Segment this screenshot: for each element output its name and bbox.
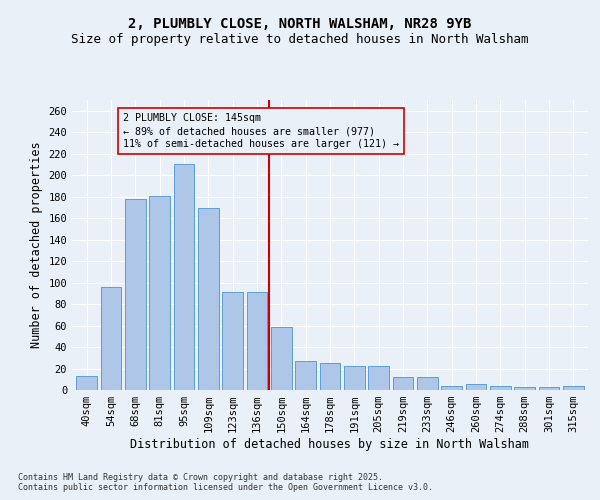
Bar — [344, 366, 365, 390]
Bar — [125, 199, 146, 390]
Bar — [417, 377, 438, 390]
Bar — [295, 361, 316, 390]
Text: Contains HM Land Registry data © Crown copyright and database right 2025.
Contai: Contains HM Land Registry data © Crown c… — [18, 473, 433, 492]
Y-axis label: Number of detached properties: Number of detached properties — [30, 142, 43, 348]
Bar — [563, 386, 584, 390]
Bar — [101, 287, 121, 390]
X-axis label: Distribution of detached houses by size in North Walsham: Distribution of detached houses by size … — [131, 438, 530, 451]
Bar — [320, 363, 340, 390]
Bar — [442, 386, 462, 390]
Text: 2, PLUMBLY CLOSE, NORTH WALSHAM, NR28 9YB: 2, PLUMBLY CLOSE, NORTH WALSHAM, NR28 9Y… — [128, 18, 472, 32]
Text: Size of property relative to detached houses in North Walsham: Size of property relative to detached ho… — [71, 32, 529, 46]
Bar — [247, 292, 268, 390]
Bar — [490, 386, 511, 390]
Bar — [368, 366, 389, 390]
Bar — [76, 376, 97, 390]
Bar — [149, 196, 170, 390]
Bar — [271, 326, 292, 390]
Text: 2 PLUMBLY CLOSE: 145sqm
← 89% of detached houses are smaller (977)
11% of semi-d: 2 PLUMBLY CLOSE: 145sqm ← 89% of detache… — [123, 113, 399, 150]
Bar — [466, 384, 487, 390]
Bar — [514, 387, 535, 390]
Bar — [198, 208, 218, 390]
Bar — [392, 377, 413, 390]
Bar — [539, 387, 559, 390]
Bar — [222, 292, 243, 390]
Bar — [173, 164, 194, 390]
